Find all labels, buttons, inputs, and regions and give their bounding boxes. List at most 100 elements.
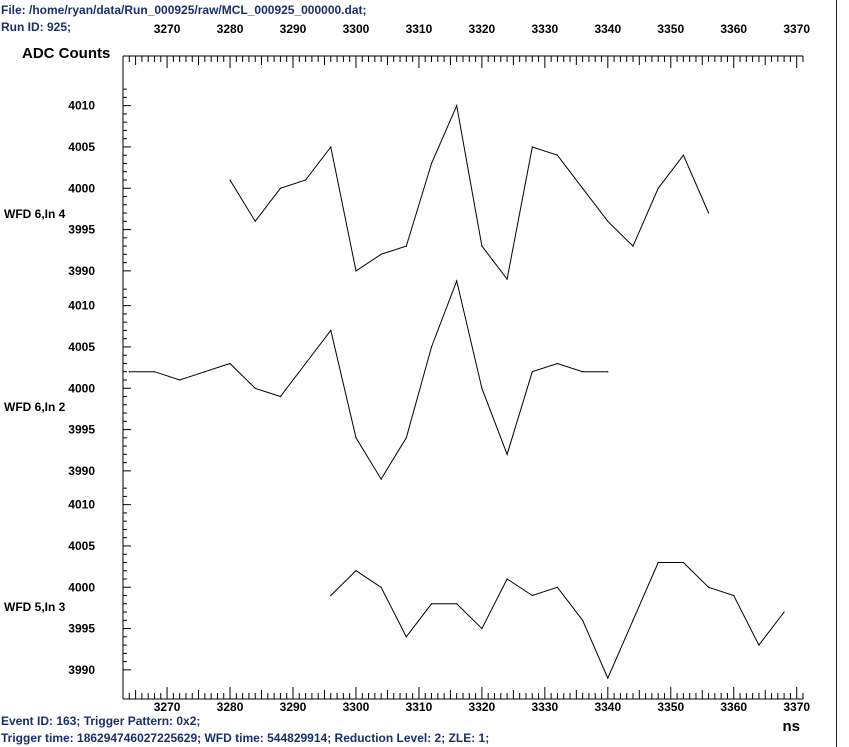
y-tick-label: 3990 <box>68 663 95 677</box>
waveform-point <box>128 371 130 373</box>
x-tick-label-bottom: 3270 <box>154 700 181 714</box>
y-tick-label: 3995 <box>68 622 95 636</box>
waveform-point <box>682 154 684 156</box>
x-tick-label-top: 3370 <box>783 22 810 36</box>
waveform-point <box>481 627 483 630</box>
x-tick-label-bottom: 3330 <box>532 700 559 714</box>
waveform-point <box>556 586 559 588</box>
waveform-point <box>304 179 307 181</box>
waveform-point <box>355 570 357 572</box>
y-tick-label: 4010 <box>68 299 95 313</box>
y-tick-label: 4000 <box>68 381 95 395</box>
waveform-point <box>405 245 407 247</box>
waveform-point <box>330 146 332 148</box>
y-tick-label: 4000 <box>68 580 95 594</box>
run-id-label: Run ID: 925; <box>1 20 72 34</box>
x-tick-label-bottom: 3300 <box>343 700 370 714</box>
x-tick-label-top: 3270 <box>154 22 181 36</box>
waveform-point <box>707 212 710 214</box>
y-tick-label: 3995 <box>68 423 95 437</box>
waveform-point <box>582 619 584 621</box>
waveform-trace <box>129 279 608 481</box>
waveform-point <box>405 437 407 439</box>
x-tick-label-top: 3360 <box>720 22 747 36</box>
y-tick-label: 3990 <box>68 464 95 478</box>
waveform-point <box>556 154 559 156</box>
waveform-point <box>355 437 357 439</box>
panel-label: WFD 6,In 2 <box>4 400 66 414</box>
waveform-point <box>506 578 508 580</box>
waveform-point <box>531 594 533 597</box>
waveform-point <box>632 245 634 247</box>
waveform-point <box>506 278 508 280</box>
x-tick-label-top: 3340 <box>594 22 621 36</box>
waveform-point <box>582 187 584 189</box>
waveform-point <box>456 280 458 282</box>
waveform-point <box>733 594 735 597</box>
x-tick-label-bottom: 3350 <box>657 700 684 714</box>
waveform-point <box>279 187 282 189</box>
waveform-point <box>481 387 483 389</box>
waveform-point <box>531 371 533 373</box>
waveform-point <box>380 478 382 480</box>
y-tick-label: 4010 <box>68 498 95 512</box>
waveform-point <box>657 561 659 564</box>
waveform-point <box>632 619 634 621</box>
file-path-label: File: /home/ryan/data/Run_000925/raw/MCL… <box>1 3 367 17</box>
waveform-point <box>380 253 382 255</box>
waveform-point <box>607 371 609 373</box>
waveform-point <box>380 586 382 588</box>
x-tick-label-top: 3280 <box>217 22 244 36</box>
waveform-point <box>481 245 483 247</box>
waveform-point <box>405 636 407 638</box>
x-tick-label-top: 3300 <box>343 22 370 36</box>
x-axis-title: ns <box>782 718 800 735</box>
trigger-info-label: Trigger time: 186294746027225629; WFD ti… <box>1 731 490 745</box>
x-tick-label-top: 3310 <box>406 22 433 36</box>
y-tick-label: 3990 <box>68 264 95 278</box>
x-tick-label-top: 3350 <box>657 22 684 36</box>
waveform-point <box>279 395 282 398</box>
waveform-trace <box>229 103 710 281</box>
event-info-label: Event ID: 163; Trigger Pattern: 0x2; <box>1 714 201 728</box>
x-tick-label-bottom: 3360 <box>720 700 747 714</box>
waveform-point <box>330 329 332 332</box>
y-tick-label: 3995 <box>68 223 95 237</box>
waveform-point <box>758 644 760 646</box>
y-tick-label: 4000 <box>68 181 95 195</box>
y-tick-label: 4005 <box>68 539 95 553</box>
x-tick-label-bottom: 3370 <box>783 700 810 714</box>
waveform-point <box>582 371 584 373</box>
panel-label: WFD 5,In 3 <box>4 600 66 614</box>
waveform-point <box>506 453 508 455</box>
waveform-point <box>254 387 256 389</box>
waveform-point <box>607 677 609 679</box>
x-tick-label-bottom: 3320 <box>469 700 496 714</box>
waveform-point <box>204 371 206 373</box>
waveform-point <box>456 105 458 107</box>
waveform-point <box>229 179 231 181</box>
waveform-point <box>430 603 433 605</box>
y-tick-label: 4010 <box>68 99 95 113</box>
x-tick-label-bottom: 3340 <box>594 700 621 714</box>
x-tick-label-top: 3330 <box>532 22 559 36</box>
waveform-point <box>607 220 609 222</box>
waveform-point <box>355 270 357 272</box>
waveform-point <box>330 594 332 597</box>
waveform-point <box>430 346 433 348</box>
waveform-point <box>556 362 559 365</box>
waveform-point <box>657 187 659 189</box>
waveform-trace <box>330 562 785 680</box>
waveform-point <box>153 371 156 373</box>
waveform-point <box>531 146 533 148</box>
waveform-point <box>783 611 785 613</box>
y-axis-title: ADC Counts <box>22 45 110 62</box>
waveform-point <box>707 586 710 588</box>
window-frame-edge <box>836 0 849 747</box>
waveform-point <box>304 362 307 365</box>
y-tick-label: 4005 <box>68 140 95 154</box>
x-tick-label-bottom: 3280 <box>217 700 244 714</box>
waveform-point <box>456 603 458 605</box>
x-tick-label-top: 3290 <box>280 22 307 36</box>
